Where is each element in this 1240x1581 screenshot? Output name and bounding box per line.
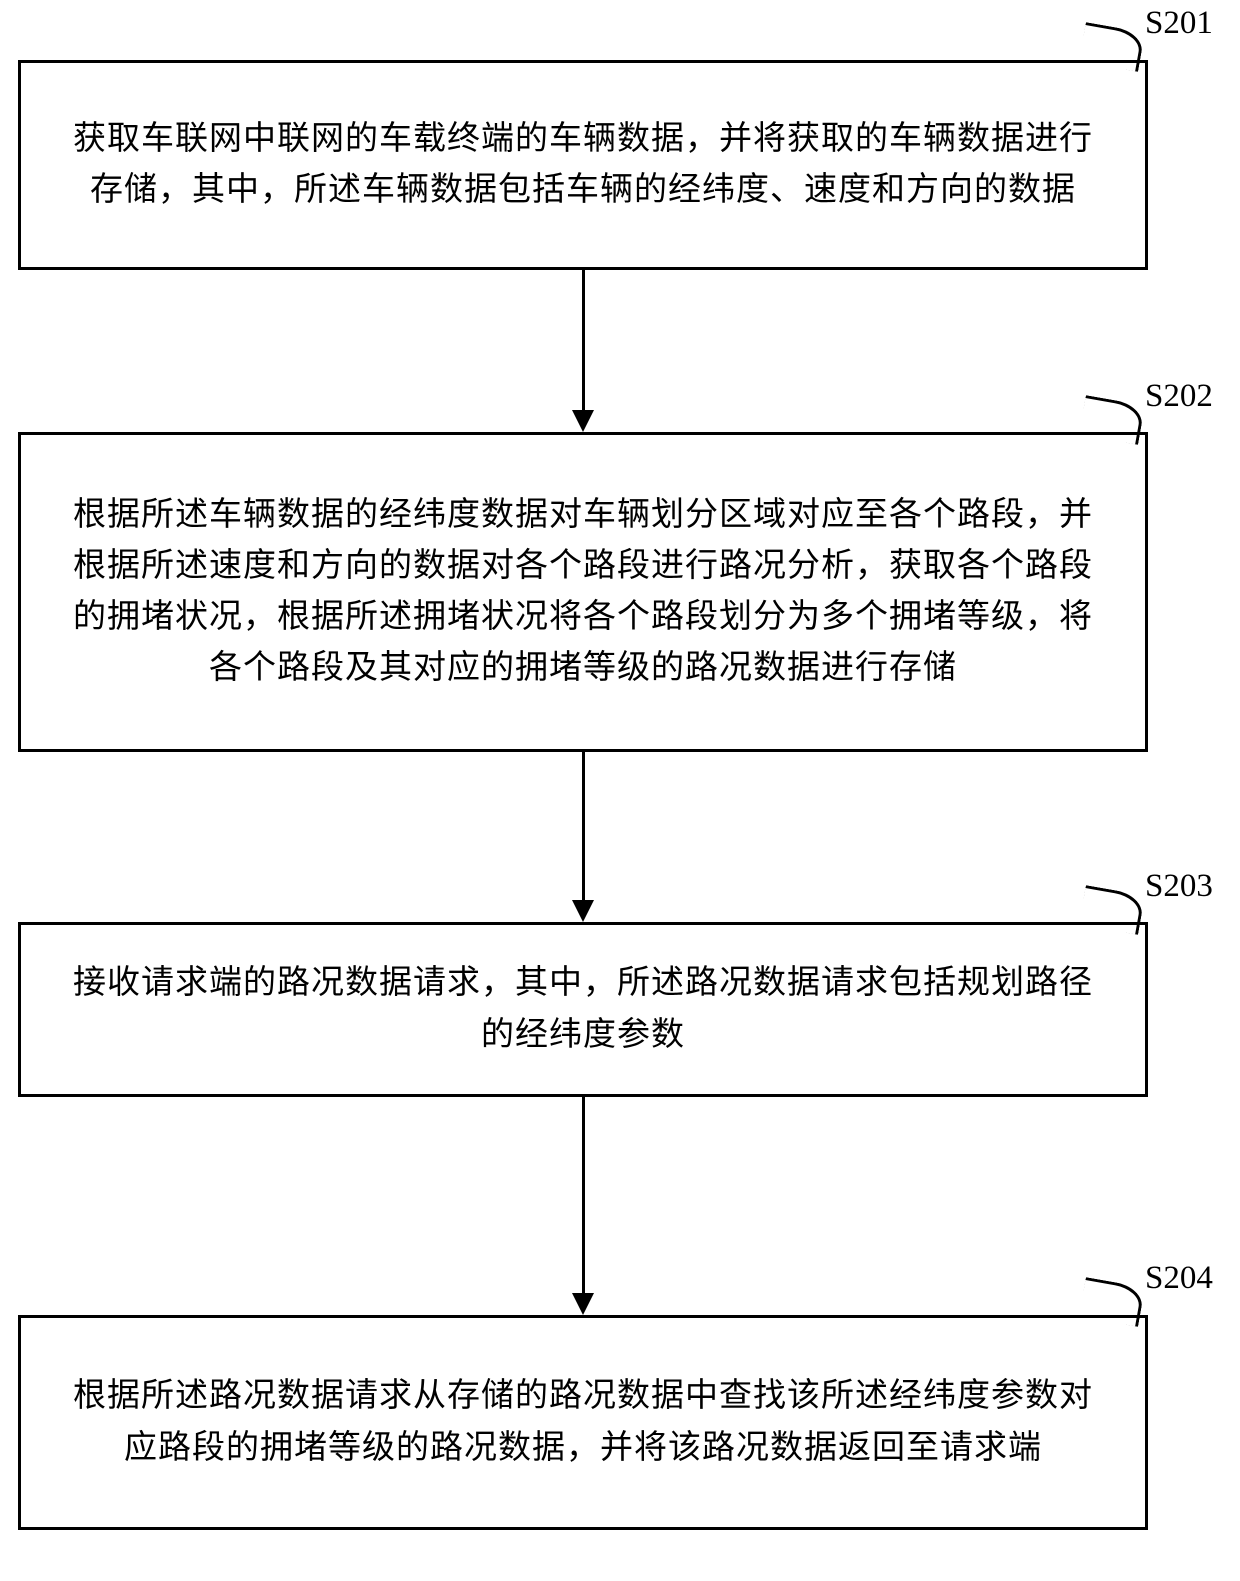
flowchart-step-s204: 根据所述路况数据请求从存储的路况数据中查找该所述经纬度参数对应路段的拥堵等级的路… <box>18 1315 1148 1530</box>
flowchart-step-s201: 获取车联网中联网的车载终端的车辆数据，并将获取的车辆数据进行存储，其中，所述车辆… <box>18 60 1148 270</box>
step-text: 根据所述车辆数据的经纬度数据对车辆划分区域对应至各个路段，并根据所述速度和方向的… <box>61 490 1105 695</box>
step-text: 根据所述路况数据请求从存储的路况数据中查找该所述经纬度参数对应路段的拥堵等级的路… <box>61 1371 1105 1473</box>
step-label-s201: S201 <box>1145 5 1213 42</box>
step-label-s203: S203 <box>1145 868 1213 905</box>
step-label-s204: S204 <box>1145 1260 1213 1297</box>
step-text: 获取车联网中联网的车载终端的车辆数据，并将获取的车辆数据进行存储，其中，所述车辆… <box>61 114 1105 216</box>
arrow-head-icon <box>572 900 594 922</box>
arrow-line <box>582 270 585 410</box>
arrow-line <box>582 752 585 900</box>
arrow-head-icon <box>572 1293 594 1315</box>
flowchart-step-s202: 根据所述车辆数据的经纬度数据对车辆划分区域对应至各个路段，并根据所述速度和方向的… <box>18 432 1148 752</box>
step-text: 接收请求端的路况数据请求，其中，所述路况数据请求包括规划路径的经纬度参数 <box>61 958 1105 1060</box>
arrow-line <box>582 1097 585 1293</box>
arrow-head-icon <box>572 410 594 432</box>
flowchart-step-s203: 接收请求端的路况数据请求，其中，所述路况数据请求包括规划路径的经纬度参数 <box>18 922 1148 1097</box>
flowchart-container: 获取车联网中联网的车载终端的车辆数据，并将获取的车辆数据进行存储，其中，所述车辆… <box>0 0 1240 1581</box>
step-label-s202: S202 <box>1145 378 1213 415</box>
